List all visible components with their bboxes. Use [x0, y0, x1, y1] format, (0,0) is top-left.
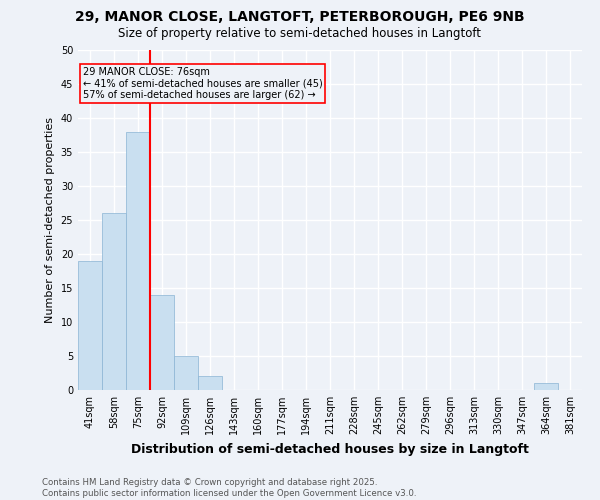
Bar [534, 383, 558, 390]
Text: 29 MANOR CLOSE: 76sqm
← 41% of semi-detached houses are smaller (45)
57% of semi: 29 MANOR CLOSE: 76sqm ← 41% of semi-deta… [83, 67, 323, 100]
Bar [174, 356, 198, 390]
X-axis label: Distribution of semi-detached houses by size in Langtoft: Distribution of semi-detached houses by … [131, 442, 529, 456]
Bar [126, 132, 150, 390]
Bar [102, 213, 126, 390]
Y-axis label: Number of semi-detached properties: Number of semi-detached properties [45, 117, 55, 323]
Bar [78, 261, 102, 390]
Text: 29, MANOR CLOSE, LANGTOFT, PETERBOROUGH, PE6 9NB: 29, MANOR CLOSE, LANGTOFT, PETERBOROUGH,… [75, 10, 525, 24]
Text: Size of property relative to semi-detached houses in Langtoft: Size of property relative to semi-detach… [119, 28, 482, 40]
Bar [150, 295, 174, 390]
Text: Contains HM Land Registry data © Crown copyright and database right 2025.
Contai: Contains HM Land Registry data © Crown c… [42, 478, 416, 498]
Bar [198, 376, 222, 390]
